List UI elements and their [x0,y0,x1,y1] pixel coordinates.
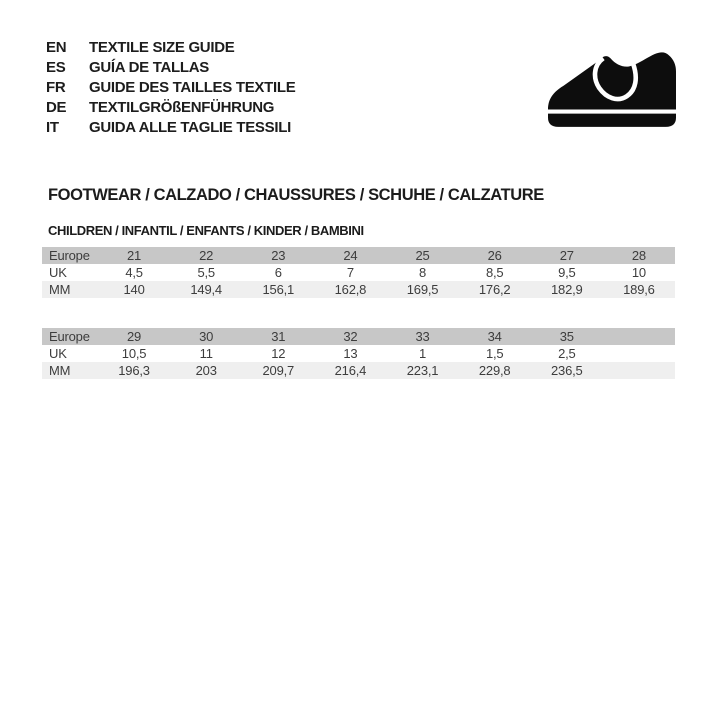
size-cell: 1 [419,346,427,361]
row-label: MM [49,282,71,297]
size-cell: 1,5 [485,346,504,361]
size-cell: 35 [559,329,574,344]
size-cell: 12 [271,346,286,361]
size-cell: 24 [343,248,358,263]
size-cell: 223,1 [406,363,439,378]
size-cell: 34 [487,329,502,344]
row-label: Europe [49,248,90,263]
size-cell: 21 [127,248,142,263]
language-title: GUIDE DES TAILLES TEXTILE [89,79,296,97]
size-cell: 33 [415,329,430,344]
language-code: EN [46,39,67,57]
size-cell: 26 [487,248,502,263]
table-row-europe: Europe 29 30 31 32 33 34 35 [42,328,675,345]
size-tables: Europe 21 22 23 24 25 26 27 28 UK 4,5 5,… [42,247,675,379]
size-cell: 29 [127,329,142,344]
size-table-eu-29-35: Europe 29 30 31 32 33 34 35 UK 10,5 11 1… [42,328,675,379]
size-cell: 9,5 [558,265,576,280]
table-row-europe: Europe 21 22 23 24 25 26 27 28 [42,247,675,264]
size-cell: 10,5 [121,346,147,361]
table-row-uk: UK 10,5 11 12 13 1 1,5 2,5 [42,345,675,362]
size-cell: 209,7 [262,363,295,378]
size-cell: 8 [419,265,427,280]
size-cell: 10 [631,265,646,280]
language-title: GUIDA ALLE TAGLIE TESSILI [89,119,291,136]
language-code: ES [46,59,66,77]
children-shoe-icon [548,51,676,128]
language-row-fr: FR GUIDE DES TAILLES TEXTILE [46,78,296,98]
size-cell: 27 [559,248,574,263]
row-label: Europe [49,329,90,344]
language-title: TEXTILGRÖßENFÜHRUNG [89,99,275,117]
size-cell: 182,9 [551,282,583,297]
size-cell: 8,5 [485,265,504,280]
language-code: DE [46,99,67,117]
size-cell: 169,5 [406,282,439,297]
size-cell: 32 [343,329,358,344]
size-cell: 7 [346,265,354,280]
size-table-eu-21-28: Europe 21 22 23 24 25 26 27 28 UK 4,5 5,… [42,247,675,298]
size-cell: 140 [123,282,145,297]
table-row-mm: MM 140 149,4 156,1 162,8 169,5 176,2 182… [42,281,675,298]
size-cell: 5,5 [197,265,215,280]
language-list: EN TEXTILE SIZE GUIDE ES GUÍA DE TALLAS … [46,38,296,138]
section-title: FOOTWEAR / CALZADO / CHAUSSURES / SCHUHE… [48,186,544,204]
size-cell: 189,6 [623,282,655,297]
row-label: MM [49,363,71,378]
row-label: UK [49,346,67,361]
size-cell: 11 [199,346,213,361]
size-cell: 13 [343,346,358,361]
size-cell: 6 [274,265,282,280]
language-row-en: EN TEXTILE SIZE GUIDE [46,38,295,58]
row-label: UK [49,265,67,280]
size-cell: 216,4 [334,363,367,378]
size-cell: 149,4 [190,282,222,297]
size-cell: 31 [271,329,286,344]
table-row-mm: MM 196,3 203 209,7 216,4 223,1 229,8 236… [42,362,675,379]
size-cell: 30 [199,329,214,344]
language-row-es: ES GUÍA DE TALLAS [46,58,295,78]
language-title: GUÍA DE TALLAS [89,59,209,77]
size-cell: 2,5 [558,346,576,361]
size-cell: 28 [631,248,646,263]
size-cell: 236,5 [551,363,583,378]
size-cell: 23 [271,248,286,263]
language-code: FR [46,79,66,97]
size-cell: 229,8 [478,363,511,378]
size-cell: 203 [195,363,217,378]
subsection-title: CHILDREN / INFANTIL / ENFANTS / KINDER /… [48,223,364,238]
size-cell: 156,1 [262,282,295,297]
size-cell: 25 [415,248,430,263]
size-cell: 176,2 [478,282,511,297]
language-title: TEXTILE SIZE GUIDE [89,39,235,57]
size-cell: 196,3 [118,363,150,378]
language-row-de: DE TEXTILGRÖßENFÜHRUNG [46,98,295,118]
size-cell: 162,8 [334,282,367,297]
size-cell: 22 [199,248,214,263]
language-row-it: IT GUIDA ALLE TAGLIE TESSILI [46,118,295,138]
table-row-uk: UK 4,5 5,5 6 7 8 8,5 9,5 10 [42,264,675,281]
language-code: IT [46,119,59,136]
size-cell: 4,5 [125,265,143,280]
